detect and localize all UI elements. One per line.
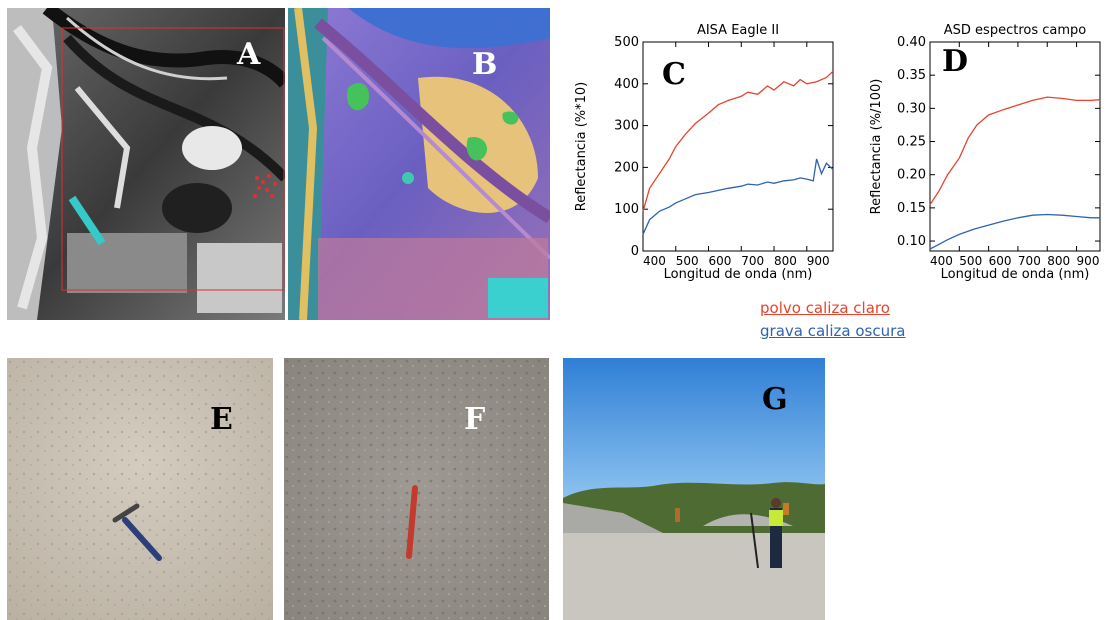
series-line-polvo — [642, 70, 834, 212]
y-tick-label: 0.40 — [897, 35, 926, 50]
series-line-grava — [929, 213, 1100, 250]
y-tick-label: 300 — [614, 119, 639, 134]
y-tick-label: 100 — [614, 202, 639, 217]
y-tick-label: 0.10 — [897, 234, 926, 249]
photo-g — [563, 358, 825, 620]
chart-legend: polvo caliza claro grava caliza oscura — [760, 297, 905, 343]
y-axis-label: Reflectancia (%*10) — [574, 82, 589, 211]
y-tick-label: 500 — [614, 35, 639, 50]
x-tick-label: 600 — [989, 254, 1012, 268]
photo-e — [7, 358, 273, 620]
y-tick-label: 0.35 — [897, 68, 926, 83]
y-tick-label: 0.30 — [897, 101, 926, 116]
panel-label-a: A — [237, 37, 261, 72]
x-tick-label: 400 — [930, 254, 953, 268]
y-tick-label: 200 — [614, 160, 639, 175]
x-axis-label: Longitud de onda (nm) — [941, 267, 1090, 282]
chart-aisa-eagle: AISA Eagle II 0 100 200 300 400 500 400 500 600 70… — [574, 23, 834, 282]
panel-label-e: E — [210, 402, 233, 437]
chart-title: AISA Eagle II — [697, 23, 779, 38]
y-tick-label: 0.20 — [897, 168, 926, 183]
x-tick-label: 500 — [676, 254, 699, 268]
plot-frame — [929, 41, 1101, 252]
panel-label-f: F — [464, 402, 486, 437]
x-tick-label: 700 — [1018, 254, 1041, 268]
classified-image-b — [288, 8, 550, 320]
x-tick-label: 900 — [807, 254, 830, 268]
y-tick-label: 0.25 — [897, 135, 926, 150]
panel-label-g: G — [762, 382, 788, 417]
x-tick-label: 800 — [1047, 254, 1070, 268]
x-tick-label: 800 — [774, 254, 797, 268]
satellite-image-a — [7, 8, 285, 320]
panel-label-b: B — [472, 47, 498, 82]
legend-entry-grava: grava caliza oscura — [760, 322, 906, 340]
x-tick-label: 900 — [1077, 254, 1100, 268]
chart-title: ASD espectros campo — [944, 23, 1087, 38]
x-tick-label: 500 — [959, 254, 982, 268]
x-tick-label: 400 — [643, 254, 666, 268]
y-tick-label: 400 — [614, 77, 639, 92]
chart-asd-campo: ASD espectros campo 0.10 0.15 0.20 0.25 0.30 0… — [869, 23, 1101, 282]
x-tick-label: 700 — [741, 254, 764, 268]
series-line-polvo — [929, 96, 1101, 205]
panel-label-d: D — [942, 44, 969, 79]
panel-label-c: C — [662, 57, 686, 92]
legend-entry-polvo: polvo caliza claro — [760, 299, 890, 317]
plot-frame — [642, 41, 834, 252]
y-axis-label: Reflectancia (%/100) — [869, 79, 884, 215]
photo-f — [284, 358, 549, 620]
x-tick-label: 600 — [709, 254, 732, 268]
y-tick-label: 0 — [631, 244, 639, 259]
x-axis-label: Longitud de onda (nm) — [664, 267, 813, 282]
y-tick-label: 0.15 — [897, 201, 926, 216]
series-line-grava — [642, 158, 834, 235]
